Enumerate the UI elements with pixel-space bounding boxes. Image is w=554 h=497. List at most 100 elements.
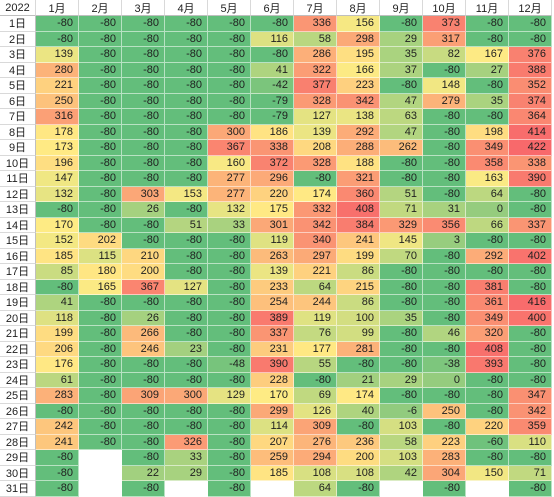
heatmap-cell: 198: [466, 124, 509, 140]
heatmap-cell: -80: [466, 31, 509, 47]
heatmap-cell: -80: [122, 217, 165, 233]
heatmap-cell: -80: [208, 403, 251, 419]
heatmap-cell: 148: [423, 78, 466, 94]
heatmap-cell: 367: [122, 279, 165, 295]
heatmap-cell: 55: [294, 357, 337, 373]
heatmap-cell: 37: [380, 62, 423, 78]
row-label: 22日: [0, 341, 36, 357]
heatmap-cell: -80: [380, 171, 423, 187]
heatmap-cell: -80: [208, 450, 251, 466]
heatmap-cell: -80: [208, 434, 251, 450]
heatmap-cell: 393: [466, 357, 509, 373]
heatmap-cell: -80: [122, 78, 165, 94]
heatmap-cell: -80: [208, 16, 251, 32]
heatmap-cell: 297: [294, 248, 337, 264]
heatmap-cell-empty: [79, 465, 122, 481]
heatmap-cell: -80: [251, 16, 294, 32]
heatmap-cell: 372: [251, 155, 294, 171]
heatmap-cell: 33: [165, 450, 208, 466]
heatmap-cell: 381: [466, 279, 509, 295]
heatmap-cell: -80: [165, 326, 208, 342]
heatmap-cell: 250: [423, 403, 466, 419]
row-label: 28日: [0, 434, 36, 450]
heatmap-cell: 29: [165, 465, 208, 481]
heatmap-cell: 283: [423, 450, 466, 466]
heatmap-cell: -80: [122, 16, 165, 32]
heatmap-cell: -80: [380, 264, 423, 280]
heatmap-cell: -80: [165, 372, 208, 388]
heatmap-cell: -80: [79, 124, 122, 140]
heatmap-cell: -80: [79, 217, 122, 233]
heatmap-cell: -80: [208, 31, 251, 47]
heatmap-cell: -80: [79, 403, 122, 419]
heatmap-cell: -80: [122, 31, 165, 47]
heatmap-cell: 132: [208, 202, 251, 218]
heatmap-cell: 86: [337, 295, 380, 311]
heatmap-cell: 408: [466, 341, 509, 357]
heatmap-cell: 41: [36, 295, 79, 311]
heatmap-cell: -80: [122, 140, 165, 156]
heatmap-cell: -80: [380, 295, 423, 311]
heatmap-cell: -80: [208, 326, 251, 342]
heatmap-cell: -80: [165, 357, 208, 373]
heatmap-cell: 317: [423, 31, 466, 47]
heatmap-cell: 126: [294, 403, 337, 419]
heatmap-cell: -80: [509, 450, 552, 466]
heatmap-cell: -80: [79, 93, 122, 109]
row-label: 6日: [0, 93, 36, 109]
heatmap-cell: 195: [337, 47, 380, 63]
heatmap-cell: 259: [251, 450, 294, 466]
heatmap-cell: 139: [294, 124, 337, 140]
heatmap-cell: -80: [423, 155, 466, 171]
heatmap-cell: 200: [337, 450, 380, 466]
row-label: 11日: [0, 171, 36, 187]
heatmap-cell: 328: [294, 155, 337, 171]
heatmap-cell: 58: [294, 31, 337, 47]
heatmap-cell: 326: [165, 434, 208, 450]
heatmap-cell: -80: [466, 264, 509, 280]
heatmap-cell: -80: [79, 31, 122, 47]
heatmap-cell: -80: [79, 357, 122, 373]
heatmap-cell: -80: [36, 481, 79, 497]
heatmap-cell: 196: [36, 155, 79, 171]
heatmap-cell: -80: [208, 47, 251, 63]
heatmap-cell: 29: [380, 372, 423, 388]
heatmap-cell: -80: [380, 357, 423, 373]
heatmap-cell: -80: [122, 434, 165, 450]
heatmap-cell: -80: [380, 78, 423, 94]
heatmap-cell: 61: [36, 372, 79, 388]
heatmap-cell: 69: [294, 388, 337, 404]
row-label: 1日: [0, 16, 36, 32]
heatmap-cell: -80: [251, 47, 294, 63]
heatmap-cell: 170: [36, 217, 79, 233]
row-label: 2日: [0, 31, 36, 47]
heatmap-cell: 402: [509, 248, 552, 264]
heatmap-cell: 328: [294, 93, 337, 109]
column-header: 4月: [165, 0, 208, 16]
heatmap-cell: 277: [208, 171, 251, 187]
heatmap-cell: -80: [423, 109, 466, 125]
heatmap-cell: 132: [36, 186, 79, 202]
heatmap-cell: -80: [509, 16, 552, 32]
heatmap-cell: -80: [165, 31, 208, 47]
heatmap-cell: 147: [36, 171, 79, 187]
heatmap-cell: -80: [380, 388, 423, 404]
heatmap-cell: 262: [380, 140, 423, 156]
heatmap-cell: -80: [165, 264, 208, 280]
heatmap-cell: -80: [509, 279, 552, 295]
heatmap-cell: -80: [208, 481, 251, 497]
heatmap-cell: 178: [36, 124, 79, 140]
heatmap-cell: -80: [509, 357, 552, 373]
heatmap-cell: -80: [208, 295, 251, 311]
heatmap-cell: 329: [380, 217, 423, 233]
column-header: 1月: [36, 0, 79, 16]
heatmap-cell: -80: [423, 295, 466, 311]
heatmap-cell: 3: [423, 233, 466, 249]
heatmap-cell: -80: [208, 341, 251, 357]
heatmap-cell: 231: [251, 341, 294, 357]
heatmap-cell: 76: [294, 326, 337, 342]
heatmap-cell: -80: [423, 310, 466, 326]
heatmap-cell: 64: [466, 186, 509, 202]
heatmap-cell: 342: [509, 403, 552, 419]
